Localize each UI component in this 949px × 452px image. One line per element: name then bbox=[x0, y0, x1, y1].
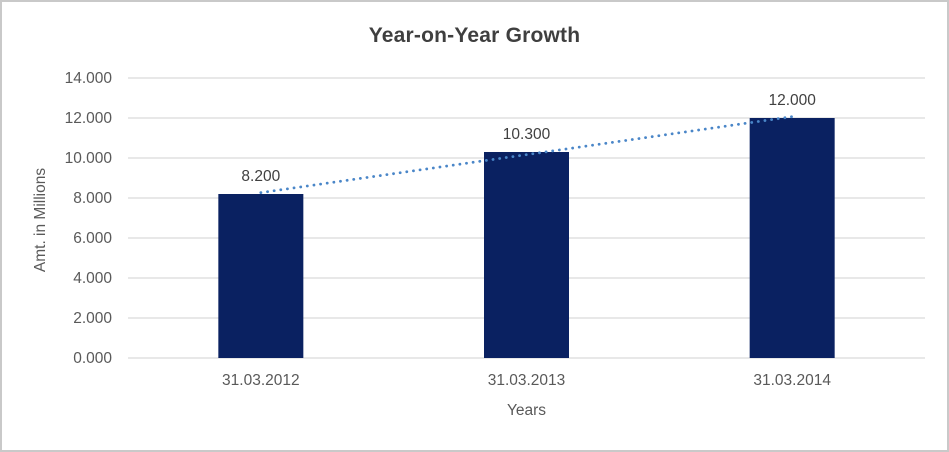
y-tick-label: 4.000 bbox=[73, 270, 112, 287]
x-axis-title: Years bbox=[506, 402, 547, 419]
x-category-label: 31.03.2014 bbox=[753, 372, 831, 389]
x-category-label: 31.03.2012 bbox=[222, 372, 300, 389]
x-category-label: 31.03.2013 bbox=[488, 372, 566, 389]
y-tick-label: 2.000 bbox=[73, 310, 112, 327]
chart-title: Year-on-Year Growth bbox=[368, 24, 581, 47]
bar-data-label: 8.200 bbox=[241, 168, 280, 185]
bar-data-label: 12.000 bbox=[768, 92, 816, 109]
y-tick-label: 0.000 bbox=[73, 350, 112, 367]
y-tick-label: 14.000 bbox=[65, 70, 113, 87]
y-tick-label: 8.000 bbox=[73, 190, 112, 207]
bar bbox=[218, 194, 304, 358]
y-tick-label: 10.000 bbox=[65, 150, 113, 167]
bar bbox=[749, 118, 835, 358]
trendline bbox=[259, 115, 794, 195]
bar bbox=[484, 152, 569, 358]
y-tick-label: 12.000 bbox=[65, 110, 113, 127]
bar-data-label: 10.300 bbox=[503, 126, 551, 143]
y-tick-label: 6.000 bbox=[73, 230, 112, 247]
